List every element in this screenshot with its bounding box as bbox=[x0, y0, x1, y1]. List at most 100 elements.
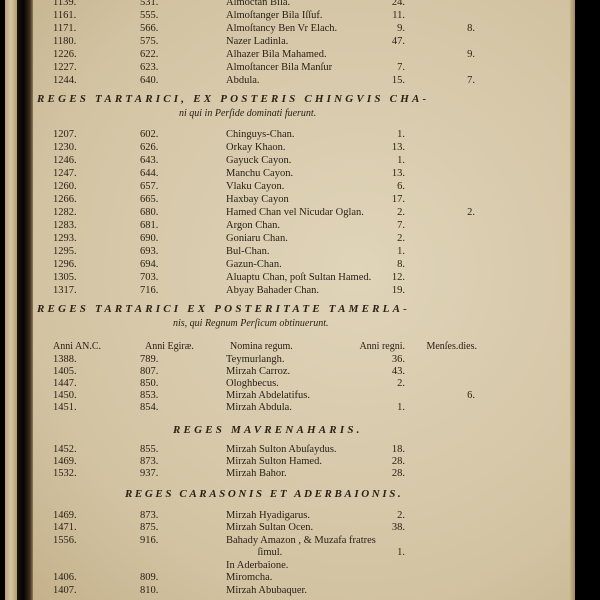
col-header-anni-regni: Anni regni. bbox=[359, 341, 405, 352]
adjacent-page-edge bbox=[5, 0, 17, 600]
years-reign: 28. bbox=[391, 468, 405, 479]
king-name: Mirzah Hyadigarus. bbox=[226, 510, 310, 521]
year-egirae: 850. bbox=[140, 378, 159, 389]
years-reign: 8. bbox=[397, 259, 405, 270]
years-reign: 12. bbox=[391, 272, 405, 283]
book-page: REGES TARTARICI, EX POSTERIS CHINGVIS CH… bbox=[33, 0, 575, 600]
year-egirae: 566. bbox=[140, 23, 159, 34]
section-heading-mavrenaharis: REGES MAVRENAHARIS. bbox=[173, 424, 363, 436]
year-egirae: 681. bbox=[140, 220, 159, 231]
king-name: Vlaku Cayon. bbox=[226, 181, 285, 192]
king-name: Teymurlangh. bbox=[226, 354, 285, 365]
year-anc: 1247. bbox=[53, 168, 77, 179]
king-name: Mirzah Bahor. bbox=[226, 468, 287, 479]
years-reign: 38. bbox=[391, 522, 405, 533]
year-anc: 1296. bbox=[53, 259, 77, 270]
years-reign: 2. bbox=[397, 510, 405, 521]
year-egirae: 855. bbox=[140, 444, 159, 455]
year-anc: 1407. bbox=[53, 585, 77, 596]
king-name: Miromcha. bbox=[226, 572, 273, 583]
year-anc: 1469. bbox=[53, 510, 77, 521]
king-name: Orkay Khaon. bbox=[226, 142, 286, 153]
year-anc: 1451. bbox=[53, 402, 77, 413]
year-egirae: 644. bbox=[140, 168, 159, 179]
year-egirae: 657. bbox=[140, 181, 159, 192]
king-name: ſimul. bbox=[226, 547, 283, 558]
year-anc: 1450. bbox=[53, 390, 77, 401]
year-anc: 1317. bbox=[53, 285, 77, 296]
col-header-anni-anc: Anni AN.C. bbox=[53, 341, 102, 352]
king-name: Chinguys-Chan. bbox=[226, 129, 295, 140]
year-egirae: 937. bbox=[140, 468, 159, 479]
year-egirae: 854. bbox=[140, 402, 159, 413]
year-egirae: 555. bbox=[140, 10, 159, 21]
king-name: Almoctan Bila. bbox=[226, 0, 291, 8]
year-anc: 1388. bbox=[53, 354, 77, 365]
king-name: Alhazer Bila Mahamed. bbox=[226, 49, 327, 60]
king-name: Mirzah Sulton Abuſaydus. bbox=[226, 444, 337, 455]
year-egirae: 690. bbox=[140, 233, 159, 244]
years-reign: 19. bbox=[391, 285, 405, 296]
king-name: Argon Chan. bbox=[226, 220, 281, 231]
years-reign: 2. bbox=[397, 378, 405, 389]
year-egirae: 623. bbox=[140, 62, 159, 73]
years-reign: 24. bbox=[391, 0, 405, 8]
section-subheading-tamerlanis: nis, qui Regnum Perſicum obtinuerunt. bbox=[173, 318, 329, 329]
king-name: Abdula. bbox=[226, 75, 260, 86]
year-anc: 1293. bbox=[53, 233, 77, 244]
book-gutter bbox=[17, 0, 33, 600]
years-reign: 2. bbox=[397, 207, 405, 218]
months-days: 2. bbox=[467, 207, 475, 218]
year-egirae: 643. bbox=[140, 155, 159, 166]
king-name: Ologhbecus. bbox=[226, 378, 279, 389]
king-name: Almoſtancy Ben Vr Elach. bbox=[226, 23, 338, 34]
year-egirae: 694. bbox=[140, 259, 159, 270]
year-egirae: 875. bbox=[140, 522, 159, 533]
year-egirae: 873. bbox=[140, 456, 159, 467]
year-anc: 1469. bbox=[53, 456, 77, 467]
year-anc: 1471. bbox=[53, 522, 77, 533]
year-anc: 1452. bbox=[53, 444, 77, 455]
year-egirae: 853. bbox=[140, 390, 159, 401]
section-heading-chingvis: REGES TARTARICI, EX POSTERIS CHINGVIS CH… bbox=[37, 93, 430, 105]
years-reign: 11. bbox=[392, 10, 405, 21]
year-anc: 1226. bbox=[53, 49, 77, 60]
years-reign: 17. bbox=[391, 194, 405, 205]
king-name: Bahady Amazon , & Muzafa fratres bbox=[226, 535, 376, 546]
years-reign: 18. bbox=[391, 444, 405, 455]
king-name: Mirzah Sultan Ocen. bbox=[226, 522, 314, 533]
year-anc: 1305. bbox=[53, 272, 77, 283]
year-anc: 1556. bbox=[53, 535, 77, 546]
year-anc: 1447. bbox=[53, 378, 77, 389]
year-egirae: 693. bbox=[140, 246, 159, 257]
king-name: Bul-Chan. bbox=[226, 246, 270, 257]
years-reign: 1. bbox=[397, 246, 405, 257]
months-days: 6. bbox=[467, 390, 475, 401]
years-reign: 7. bbox=[397, 220, 405, 231]
king-name: Abyay Bahader Chan. bbox=[226, 285, 320, 296]
years-reign: 6. bbox=[397, 181, 405, 192]
year-egirae: 640. bbox=[140, 75, 159, 86]
king-name: Mirzah Carroz. bbox=[226, 366, 291, 377]
year-anc: 1295. bbox=[53, 246, 77, 257]
months-days: 7. bbox=[467, 75, 475, 86]
years-reign: 13. bbox=[391, 142, 405, 153]
year-egirae: 575. bbox=[140, 36, 159, 47]
king-name: Hamed Chan vel Nicudar Oglan. bbox=[226, 207, 364, 218]
years-reign: 13. bbox=[391, 168, 405, 179]
years-reign: 36. bbox=[391, 354, 405, 365]
king-name: Mirzah Abdelatifus. bbox=[226, 390, 310, 401]
king-name: In Aderbaione. bbox=[226, 560, 289, 571]
year-egirae: 665. bbox=[140, 194, 159, 205]
years-reign: 1. bbox=[397, 155, 405, 166]
year-anc: 1283. bbox=[53, 220, 77, 231]
year-anc: 1180. bbox=[53, 36, 77, 47]
year-egirae: 810. bbox=[140, 585, 159, 596]
section-subheading-chingvis: ni qui in Perſide dominati fuerunt. bbox=[179, 108, 317, 119]
year-egirae: 602. bbox=[140, 129, 159, 140]
year-anc: 1244. bbox=[53, 75, 77, 86]
years-reign: 7. bbox=[397, 62, 405, 73]
years-reign: 2. bbox=[397, 233, 405, 244]
year-egirae: 626. bbox=[140, 142, 159, 153]
year-anc: 1266. bbox=[53, 194, 77, 205]
